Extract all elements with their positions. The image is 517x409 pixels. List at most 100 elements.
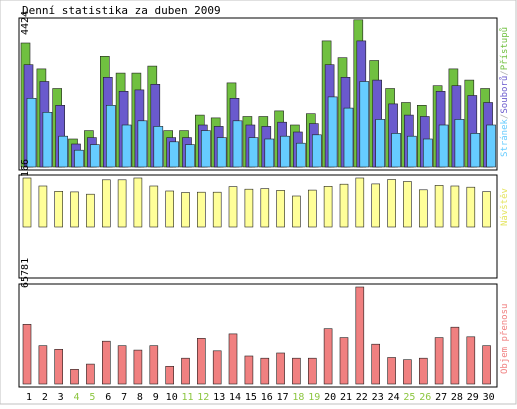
legend-item-top-1: / (500, 114, 510, 119)
bar-Stránek-13 (216, 137, 227, 168)
bar-Stránek-14 (232, 120, 243, 168)
x-tick-label: 13 (213, 392, 225, 403)
bar-Stránek-12 (201, 130, 211, 168)
max-label-top: 4424 (20, 11, 31, 35)
bar-Objem přenosu-21 (339, 337, 349, 385)
legend-item-bot-0: Objem přenosu (500, 304, 510, 374)
max-labels: 4424 166 65781 (20, 11, 31, 288)
bar-Stránek-28 (454, 119, 465, 168)
bar-Stránek-5 (90, 144, 100, 168)
bar-Objem přenosu-16 (260, 357, 270, 385)
bar-Objem přenosu-18 (292, 357, 301, 385)
bar-Stránek-20 (327, 96, 338, 168)
bar-Návštěv-29 (466, 186, 476, 228)
x-tick-label: 9 (153, 392, 159, 403)
bar-Stránek-10 (169, 141, 179, 168)
bar-Objem přenosu-27 (434, 337, 444, 385)
bar-Návštěv-3 (54, 191, 64, 228)
bar-Objem přenosu-13 (212, 350, 222, 385)
bar-Návštěv-2 (38, 185, 48, 228)
x-tick-label: 28 (451, 392, 463, 403)
panel-frame-mid (18, 174, 498, 279)
max-label-bot: 65781 (20, 258, 31, 288)
bar-Návštěv-6 (102, 179, 111, 228)
bar-Objem přenosu-10 (165, 365, 174, 385)
legend-item-mid-0: Návštěv (499, 188, 510, 226)
bar-Návštěv-12 (197, 191, 206, 228)
bar-Návštěv-1 (22, 177, 32, 228)
x-tick-label: 3 (58, 392, 64, 403)
bar-Návštěv-27 (434, 185, 444, 228)
bar-Objem přenosu-1 (22, 323, 32, 385)
bar-Objem přenosu-6 (102, 340, 111, 385)
bar-Návštěv-28 (450, 185, 460, 228)
legend-item-top-4: Přístupů (499, 27, 510, 70)
bar-Objem přenosu-17 (276, 352, 285, 385)
bar-Stránek-18 (296, 142, 306, 168)
bar-Návštěv-22 (355, 177, 365, 228)
x-tick-label: 29 (467, 392, 479, 403)
x-tick-label: 14 (229, 392, 241, 403)
bar-Stránek-9 (153, 126, 164, 168)
bar-Návštěv-9 (149, 185, 159, 228)
x-tick-label: 16 (261, 392, 273, 403)
bar-Stránek-7 (121, 124, 132, 168)
bar-Návštěv-7 (117, 179, 127, 228)
legend-item-top-0: Stránek (500, 118, 510, 157)
bar-Objem přenosu-14 (228, 333, 238, 385)
bar-Návštěv-23 (371, 183, 381, 228)
x-tick-label: 21 (340, 392, 352, 403)
x-tick-label: 23 (372, 392, 384, 403)
bar-Návštěv-25 (403, 181, 412, 228)
bar-Stránek-17 (280, 135, 290, 168)
bar-Návštěv-11 (181, 192, 190, 228)
bar-Stránek-2 (42, 112, 53, 168)
legend-top: Stránek/Souborů/Přístupů (499, 27, 510, 157)
bar-Návštěv-14 (228, 186, 238, 228)
x-tick-label: 18 (292, 392, 304, 403)
legend-bot: Objem přenosu (500, 304, 510, 374)
bar-Objem přenosu-22 (355, 286, 365, 385)
bar-Návštěv-26 (418, 189, 428, 228)
x-tick-label: 26 (419, 392, 431, 403)
bar-Objem přenosu-11 (181, 357, 190, 385)
bar-Objem přenosu-26 (418, 357, 428, 385)
bar-Návštěv-13 (212, 191, 222, 228)
bar-Objem přenosu-24 (387, 357, 396, 385)
x-tick-label: 11 (181, 392, 193, 403)
bar-Stránek-11 (185, 144, 195, 168)
x-tick-label: 27 (435, 392, 447, 403)
bar-Stránek-24 (391, 133, 401, 168)
bar-Stránek-26 (422, 138, 433, 168)
bar-Návštěv-20 (323, 186, 333, 228)
bar-Návštěv-8 (133, 177, 143, 228)
bar-Stránek-21 (343, 107, 354, 168)
bar-Návštěv-16 (260, 188, 270, 228)
legend-item-top-2: Souborů (499, 76, 510, 114)
x-tick-label: 7 (121, 392, 127, 403)
x-tick-label: 4 (73, 392, 79, 403)
bar-Stránek-16 (264, 138, 275, 168)
x-tick-label: 24 (388, 392, 400, 403)
bar-Objem přenosu-12 (197, 337, 206, 385)
bar-Návštěv-17 (276, 190, 285, 228)
x-tick-label: 5 (89, 392, 95, 403)
bar-Stránek-22 (359, 81, 370, 168)
bar-Objem přenosu-19 (307, 357, 317, 385)
x-tick-label: 17 (277, 392, 289, 403)
bar-Stránek-1 (26, 98, 37, 168)
bar-Objem přenosu-20 (323, 328, 333, 385)
bar-Stránek-19 (311, 134, 322, 168)
x-tick-label: 20 (324, 392, 336, 403)
legend-mid: Návštěv (499, 188, 510, 226)
x-tick-label: 15 (245, 392, 257, 403)
bar-Návštěv-30 (482, 191, 491, 228)
bar-Stránek-3 (58, 135, 69, 168)
bar-Stránek-30 (486, 124, 496, 168)
x-tick-label: 30 (483, 392, 495, 403)
bar-Návštěv-4 (70, 191, 79, 228)
bar-Objem přenosu-25 (403, 359, 412, 385)
bar-Objem přenosu-4 (70, 368, 79, 385)
